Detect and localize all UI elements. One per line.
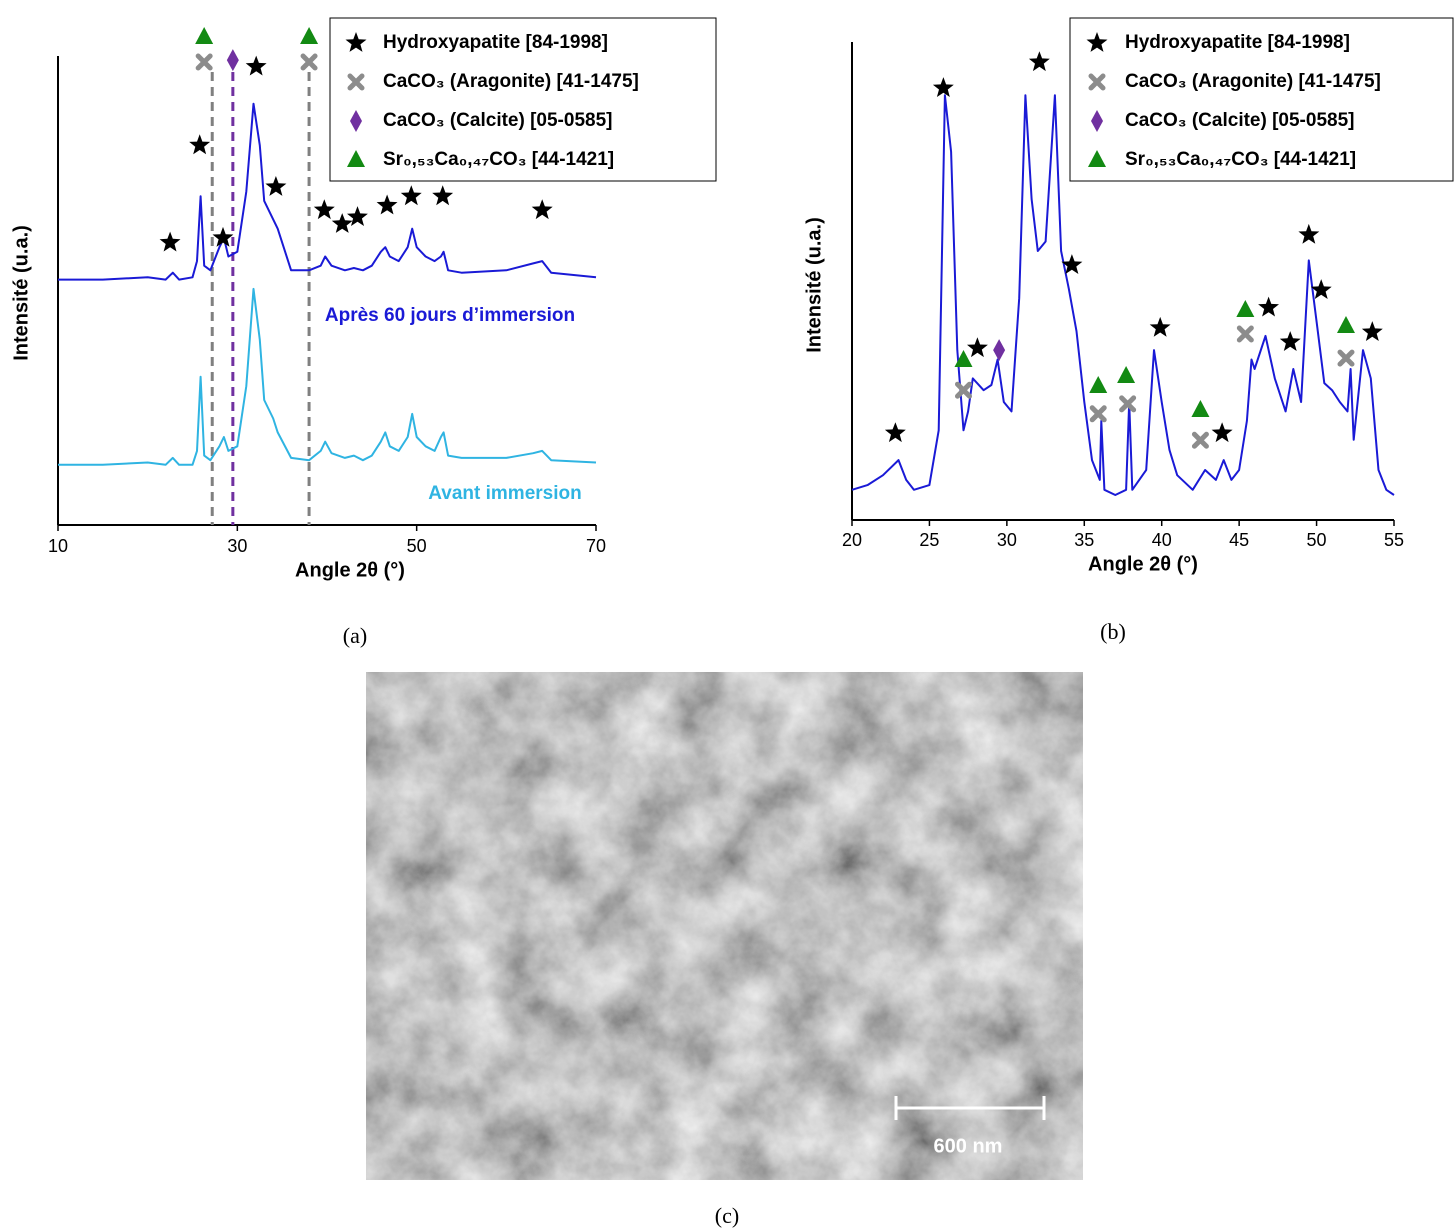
phase-marker [1089,405,1107,423]
phase-marker [265,176,287,196]
phase-marker [212,226,234,247]
phase-marker [884,422,906,443]
series-label: Avant immersion [428,483,581,504]
phase-marker [159,231,181,252]
phase-marker [1236,299,1255,317]
legend-symbol [350,110,362,132]
legend-label: CaCO₃ (Calcite) [05-0585] [383,110,612,131]
phase-marker [300,26,319,44]
phase-marker [347,206,368,226]
phase-marker [932,77,954,97]
phase-marker [1119,395,1137,413]
caption: (b) [1100,619,1126,644]
x-tick-label: 50 [407,536,427,556]
phase-marker [400,185,422,206]
sem-texture [366,672,1083,1180]
phase-marker [531,199,553,220]
legend-label: Sr₀,₅₃Ca₀,₄₇CO₃ [44-1421] [383,149,614,170]
scale-label: 600 nm [934,1135,1003,1157]
phase-marker [1279,331,1301,351]
phase-marker [331,213,353,233]
phase-marker [954,349,973,367]
series-line [58,102,597,281]
phase-marker [300,53,318,71]
caption: (c) [715,1203,739,1228]
x-tick-label: 50 [1307,530,1327,550]
phase-marker [1361,321,1383,341]
x-tick-label: 20 [842,530,862,550]
phase-marker [1028,51,1050,72]
legend-symbol [1088,73,1106,91]
series-line [851,94,1395,496]
legend-symbol [345,32,367,52]
legend-symbol [1086,32,1108,52]
phase-marker [1191,431,1209,449]
phase-marker [1117,366,1136,384]
sem-image: 600 nm [366,672,1083,1180]
legend-label: Sr₀,₅₃Ca₀,₄₇CO₃ [44-1421] [1125,149,1356,170]
phase-marker [967,337,988,358]
y-axis-title: Intensité (u.a.) [803,217,825,353]
phase-marker [1310,279,1332,299]
phase-marker [1149,316,1171,337]
x-tick-label: 40 [1152,530,1172,550]
phase-marker [1191,400,1210,418]
x-axis-title: Angle 2θ (°) [295,559,405,581]
phase-marker [1211,422,1233,443]
legend-label: Hydroxyapatite [84-1998] [383,32,608,53]
x-tick-label: 30 [227,536,247,556]
legend-box [1069,17,1454,182]
legend-label: CaCO₃ (Aragonite) [41-1475] [383,71,639,92]
legend-label: CaCO₃ (Calcite) [05-0585] [1125,110,1354,131]
phase-marker [993,339,1006,362]
phase-marker [1298,223,1320,244]
legend-symbol [1088,150,1106,167]
phase-marker [432,185,454,206]
caption: (a) [343,623,367,648]
phase-marker [245,55,267,76]
legend-label: CaCO₃ (Aragonite) [41-1475] [1125,71,1381,92]
x-tick-label: 70 [586,536,606,556]
y-axis-title: Intensité (u.a.) [10,225,32,361]
phase-marker [195,53,213,71]
phase-marker [1236,325,1254,343]
legend-symbol [347,150,365,167]
series-label: Après 60 jours d’immersion [325,305,575,326]
x-tick-label: 45 [1229,530,1249,550]
phase-marker [1061,254,1083,274]
phase-marker [1337,349,1355,367]
phase-marker [195,26,214,44]
x-tick-label: 55 [1384,530,1404,550]
phase-marker [226,49,239,72]
phase-marker [376,194,398,215]
phase-marker [189,134,211,155]
x-axis-title: Angle 2θ (°) [1088,553,1198,575]
legend-symbol [347,73,365,91]
phase-marker [1258,296,1279,317]
x-tick-label: 35 [1074,530,1094,550]
phase-marker [313,199,335,220]
x-tick-label: 25 [919,530,939,550]
phase-marker [1336,316,1355,334]
phase-marker [954,381,972,399]
legend-box [329,17,717,182]
series-line [58,287,597,466]
x-tick-label: 30 [997,530,1017,550]
x-tick-label: 10 [48,536,68,556]
phase-marker [1089,375,1108,393]
legend-label: Hydroxyapatite [84-1998] [1125,32,1350,53]
legend-symbol [1091,110,1103,132]
